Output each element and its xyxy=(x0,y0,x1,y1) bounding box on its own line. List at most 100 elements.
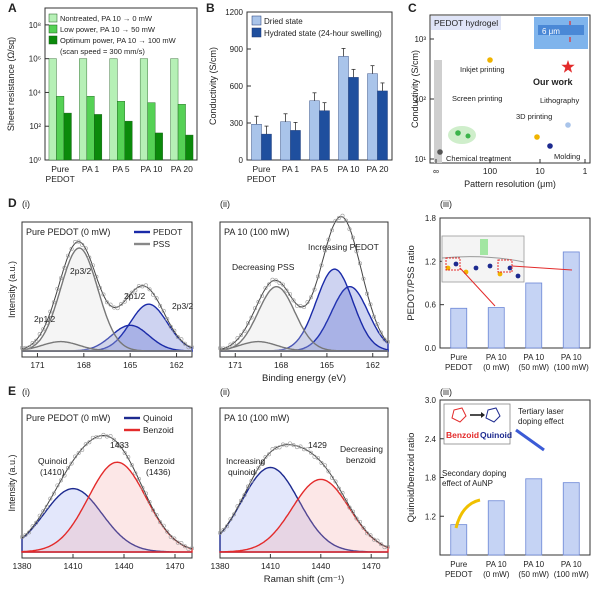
legend-swatch xyxy=(251,27,262,38)
x-tick-label: PEDOT xyxy=(247,174,276,184)
data-point xyxy=(343,498,348,503)
data-point xyxy=(350,509,355,514)
data-point xyxy=(55,286,60,291)
panel-eii-frame xyxy=(219,407,389,559)
data-point xyxy=(228,517,233,522)
bar xyxy=(109,58,118,161)
data-point xyxy=(94,274,99,279)
benzoid-label: Benzoid xyxy=(446,430,479,440)
data-point xyxy=(242,329,247,334)
data-point xyxy=(158,303,163,308)
data-point xyxy=(375,321,380,326)
data-point xyxy=(253,470,258,475)
data-point xyxy=(263,285,268,290)
data-point xyxy=(455,130,461,136)
data-point xyxy=(122,299,127,304)
panel-di-frame xyxy=(21,221,193,358)
data-point xyxy=(235,336,240,341)
data-point xyxy=(161,523,166,528)
y-axis-title: Conductivity (S/cm) xyxy=(208,47,218,125)
y-tick-label: 10¹ xyxy=(414,155,426,164)
data-point xyxy=(151,508,156,513)
data-point xyxy=(253,306,258,311)
x-tick-label: 1440 xyxy=(115,561,134,571)
particle xyxy=(497,271,503,277)
data-point xyxy=(232,512,237,517)
bar xyxy=(86,95,95,161)
data-point xyxy=(361,525,366,530)
data-point xyxy=(312,287,317,292)
point-label: 3D printing xyxy=(516,112,552,121)
data-point xyxy=(182,544,187,549)
x-axis-title: Pattern resolution (μm) xyxy=(464,179,556,189)
x-tick-label: 171 xyxy=(30,360,44,370)
data-point xyxy=(298,304,303,309)
data-point xyxy=(101,432,106,437)
data-point xyxy=(547,143,553,149)
data-point xyxy=(329,475,334,480)
data-point xyxy=(69,246,74,251)
data-point xyxy=(354,249,359,254)
data-point xyxy=(221,527,226,532)
chemical-band xyxy=(434,60,442,163)
x-tick-label: 1470 xyxy=(362,561,381,571)
bar xyxy=(185,134,194,161)
data-point xyxy=(246,321,251,326)
data-point xyxy=(225,346,230,351)
peak-component xyxy=(219,340,388,352)
data-point xyxy=(225,524,230,529)
x-tick-label: PA 1 xyxy=(82,164,100,174)
x-tick-label: 1380 xyxy=(13,561,32,571)
quinoid-label: Quinoid xyxy=(480,430,512,440)
bar xyxy=(367,73,378,161)
data-point xyxy=(308,295,313,300)
data-point xyxy=(385,339,390,344)
data-point xyxy=(364,291,369,296)
data-point xyxy=(232,341,237,346)
data-point xyxy=(291,298,296,303)
data-point xyxy=(136,476,141,481)
data-point xyxy=(62,473,67,478)
data-point xyxy=(378,330,383,335)
data-point xyxy=(319,460,324,465)
data-point xyxy=(336,215,341,220)
data-point xyxy=(126,455,131,460)
data-point xyxy=(228,342,233,347)
data-point xyxy=(354,516,359,521)
x-axis-title: Raman shift (cm⁻¹) xyxy=(264,574,345,585)
peak-annotation: 1429 xyxy=(308,440,327,450)
legend-entry: Nontreated, PA 10 → 0 mW xyxy=(60,14,153,23)
data-point xyxy=(326,237,331,242)
benzoid-structure xyxy=(451,407,467,423)
peak-annotation: (1410) xyxy=(40,467,65,477)
data-point xyxy=(140,284,145,289)
data-point xyxy=(168,534,173,539)
data-point xyxy=(55,483,60,488)
laser-beam xyxy=(480,239,488,255)
x-tick-label: (100 mW) xyxy=(554,570,589,579)
data-point xyxy=(347,505,352,510)
data-point xyxy=(51,491,56,496)
bar xyxy=(562,482,580,556)
data-point xyxy=(266,452,271,457)
data-point xyxy=(249,315,254,320)
y-tick-label: 10⁰ xyxy=(29,156,41,165)
data-point xyxy=(143,491,148,496)
data-point xyxy=(129,290,134,295)
data-point xyxy=(347,227,352,232)
annotation-text: Tertiary laser xyxy=(518,407,564,416)
data-point xyxy=(190,546,195,551)
x-tick-label: Pure xyxy=(253,164,271,174)
y-tick-label: 0.0 xyxy=(425,344,437,353)
highlight-box xyxy=(445,257,461,271)
panel-label-e: E xyxy=(8,384,16,398)
point-label: Inkjet printing xyxy=(460,65,505,74)
legend-entry: Benzoid xyxy=(143,425,174,435)
x-tick-label: 165 xyxy=(320,360,334,370)
data-point xyxy=(119,444,124,449)
data-point xyxy=(172,328,177,333)
particle xyxy=(453,261,459,267)
data-point xyxy=(487,57,493,63)
bar xyxy=(94,114,103,161)
data-point xyxy=(172,536,177,541)
